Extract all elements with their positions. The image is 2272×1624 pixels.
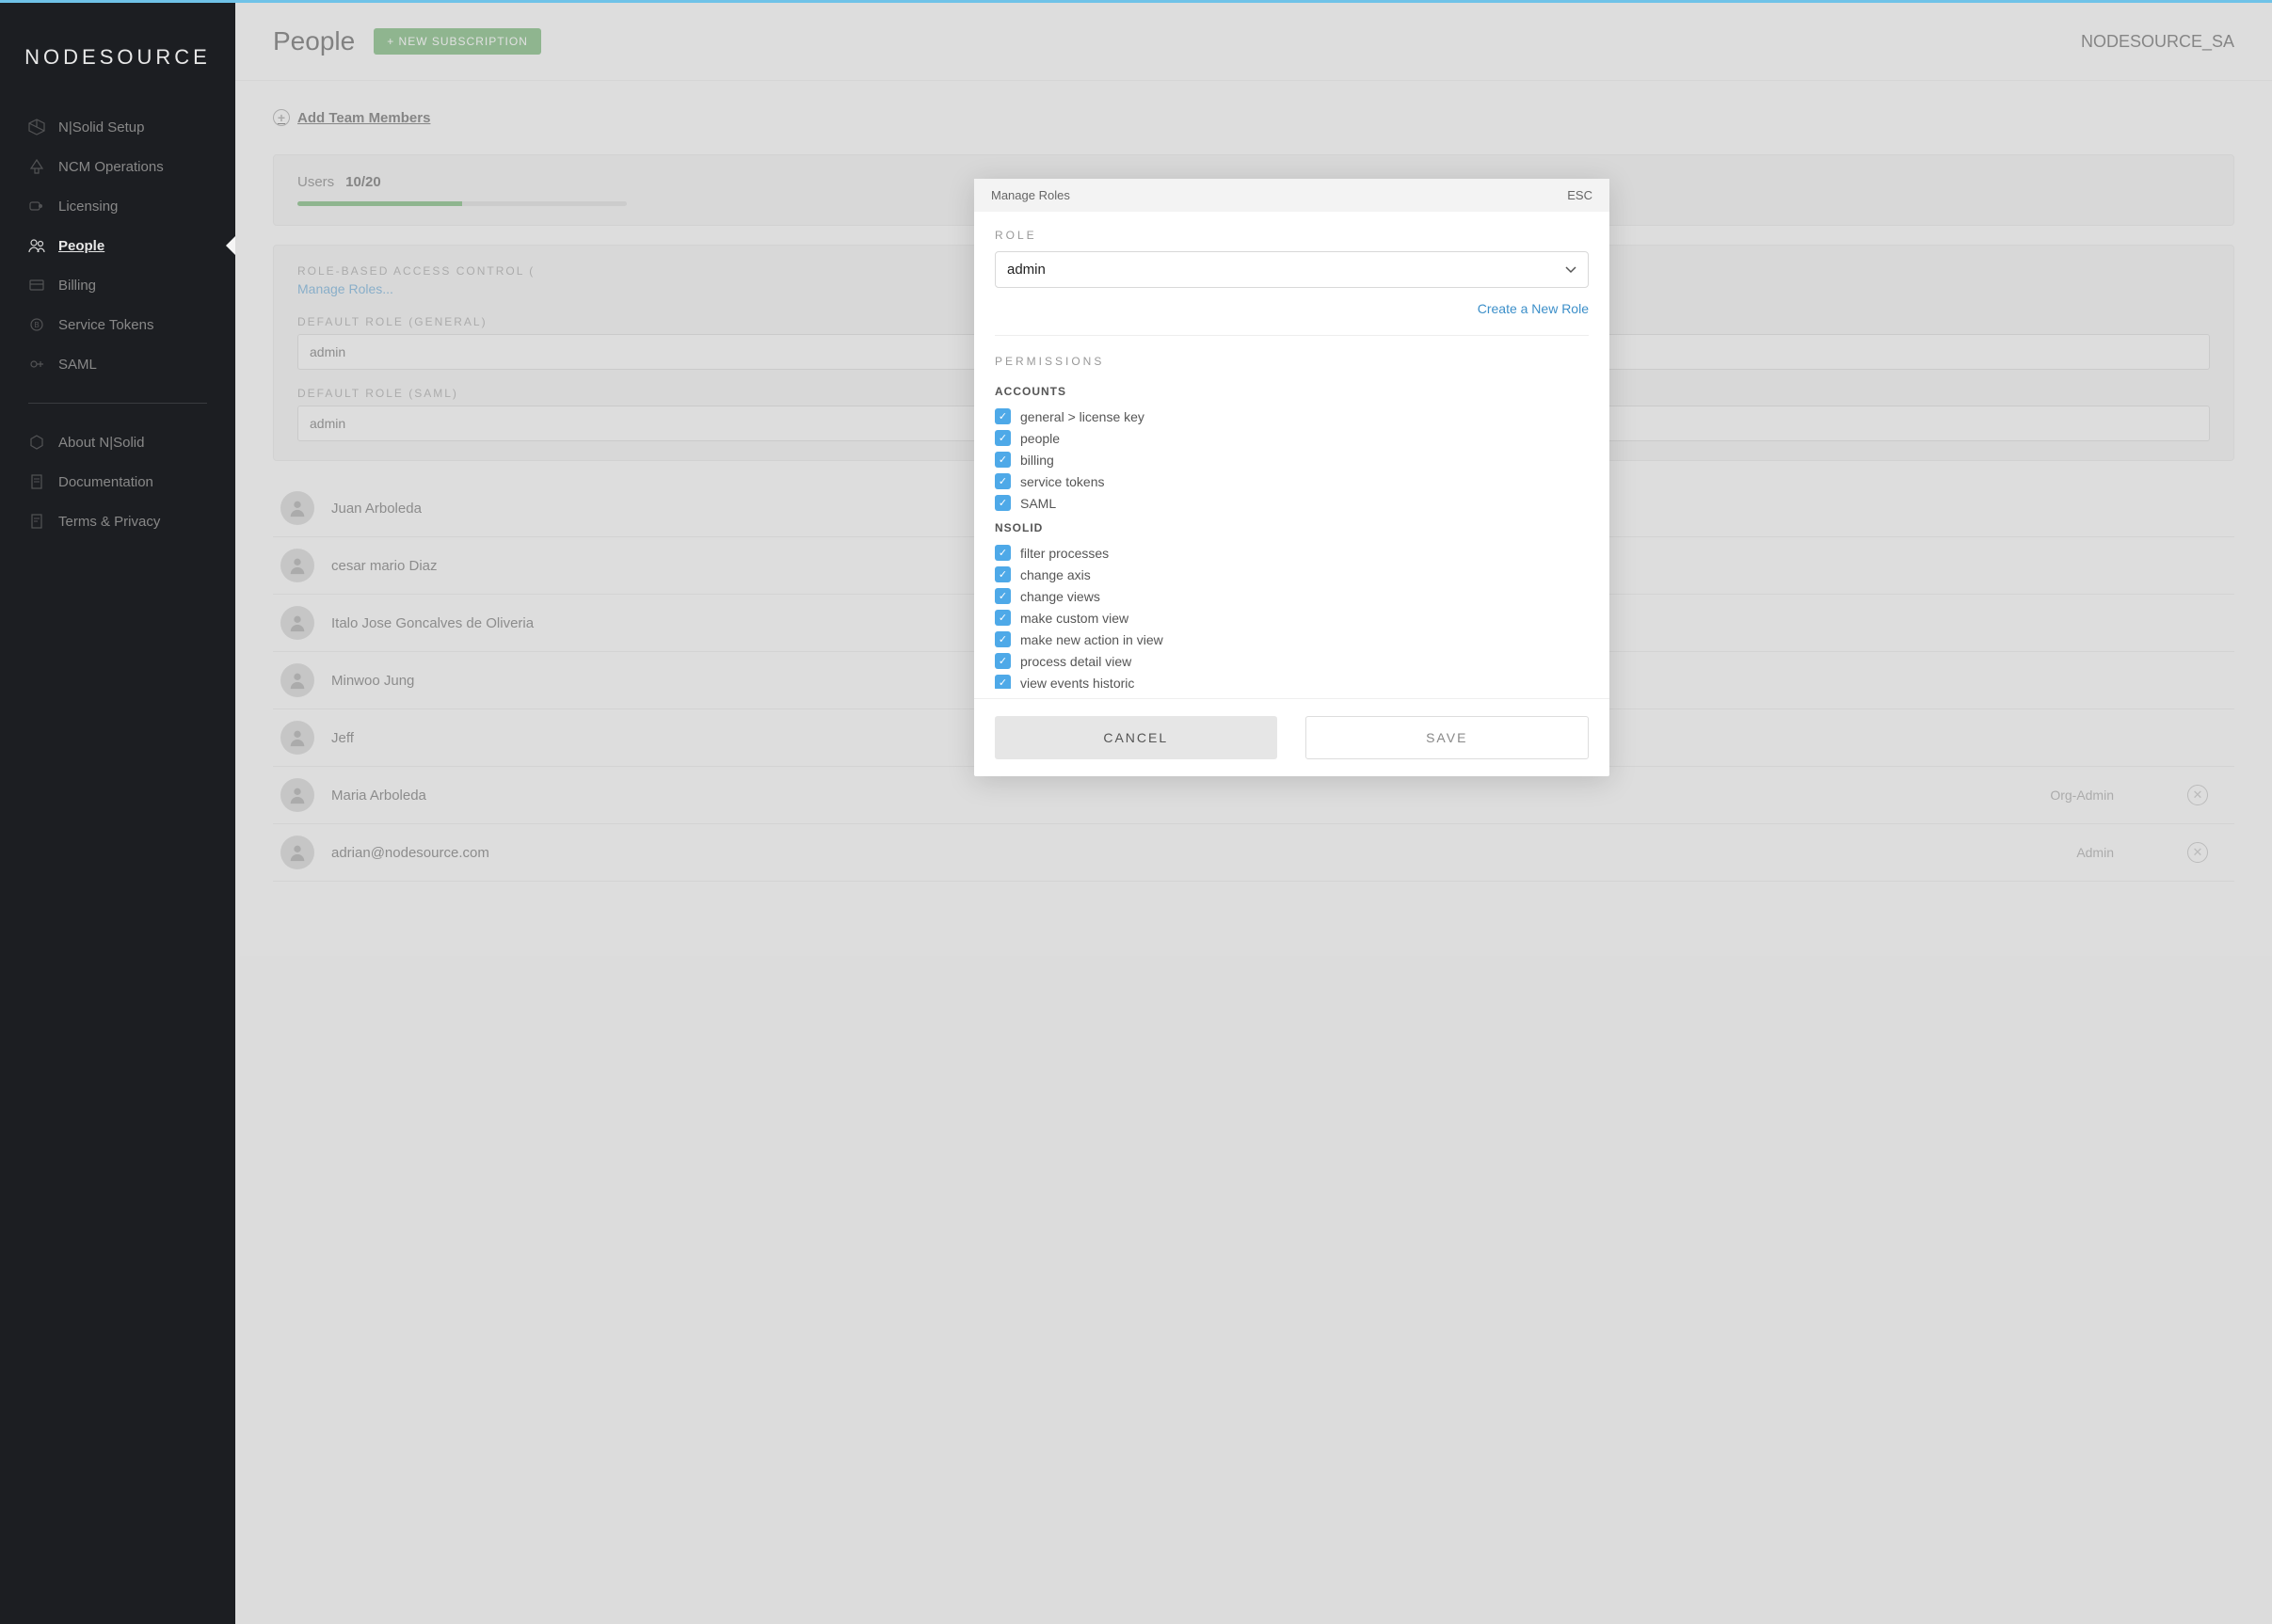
permission-label: view events historic (1020, 676, 1134, 690)
permission-label: make new action in view (1020, 632, 1163, 647)
sidebar-item-terms-privacy[interactable]: Terms & Privacy (19, 502, 216, 541)
nav-label: People (58, 238, 104, 254)
nav-label: Terms & Privacy (58, 514, 160, 530)
sidebar-item-about-n-solid[interactable]: About N|Solid (19, 422, 216, 462)
nav-label: Licensing (58, 199, 118, 215)
permission-label: make custom view (1020, 611, 1128, 626)
permission-checkbox[interactable]: ✓ (995, 408, 1011, 424)
sidebar-item-n-solid-setup[interactable]: N|Solid Setup (19, 107, 216, 147)
cube-icon (28, 119, 45, 135)
permission-item: ✓ people (995, 427, 1579, 449)
permission-group-title: ACCOUNTS (995, 385, 1579, 398)
permission-checkbox[interactable]: ✓ (995, 631, 1011, 647)
permission-checkbox[interactable]: ✓ (995, 473, 1011, 489)
permissions-divider (995, 335, 1589, 336)
role-select[interactable]: admin (995, 251, 1589, 288)
permission-checkbox[interactable]: ✓ (995, 566, 1011, 582)
sidebar-item-billing[interactable]: Billing (19, 265, 216, 305)
permission-checkbox[interactable]: ✓ (995, 675, 1011, 689)
modal-header: Manage Roles ESC (974, 179, 1609, 212)
permission-item: ✓ general > license key (995, 406, 1579, 427)
terms-icon (28, 513, 45, 530)
permission-checkbox[interactable]: ✓ (995, 495, 1011, 511)
nav-secondary: About N|Solid Documentation Terms & Privac… (0, 422, 235, 541)
permission-label: general > license key (1020, 409, 1144, 424)
permission-checkbox[interactable]: ✓ (995, 653, 1011, 669)
permission-label: process detail view (1020, 654, 1131, 669)
permission-item: ✓ make custom view (995, 607, 1579, 629)
permission-checkbox[interactable]: ✓ (995, 430, 1011, 446)
permission-label: service tokens (1020, 474, 1104, 489)
cancel-button[interactable]: CANCEL (995, 716, 1277, 759)
permission-item: ✓ billing (995, 449, 1579, 470)
permission-item: ✓ SAML (995, 492, 1579, 514)
people-icon (28, 237, 45, 254)
sidebar-item-people[interactable]: People (19, 226, 216, 265)
nav-main: N|Solid Setup NCM Operations Licensing Peop… (0, 107, 235, 384)
card-icon (28, 277, 45, 294)
nav-label: Documentation (58, 474, 153, 490)
sidebar-item-documentation[interactable]: Documentation (19, 462, 216, 502)
permission-checkbox[interactable]: ✓ (995, 545, 1011, 561)
sidebar-item-licensing[interactable]: Licensing (19, 186, 216, 226)
permissions-scroll[interactable]: ACCOUNTS ✓ general > license key ✓ people ✓ bi… (995, 377, 1589, 689)
nav-label: SAML (58, 357, 97, 373)
permission-label: filter processes (1020, 546, 1109, 561)
permission-label: billing (1020, 453, 1054, 468)
saml-icon (28, 356, 45, 373)
permission-item: ✓ service tokens (995, 470, 1579, 492)
modal-body: ROLE admin Create a New Role PERMISSIONS… (974, 212, 1609, 698)
permission-checkbox[interactable]: ✓ (995, 452, 1011, 468)
sidebar-item-saml[interactable]: SAML (19, 344, 216, 384)
doc-icon (28, 473, 45, 490)
modal-esc[interactable]: ESC (1567, 188, 1592, 202)
nav-divider (28, 403, 207, 404)
hex-icon (28, 434, 45, 451)
permission-label: change views (1020, 589, 1100, 604)
sidebar-item-ncm-operations[interactable]: NCM Operations (19, 147, 216, 186)
nav-label: Billing (58, 278, 96, 294)
manage-roles-modal: Manage Roles ESC ROLE admin Create a New… (974, 179, 1609, 776)
permission-checkbox[interactable]: ✓ (995, 588, 1011, 604)
permission-checkbox[interactable]: ✓ (995, 610, 1011, 626)
brand-logo: NODESOURCE (0, 31, 235, 107)
permission-label: SAML (1020, 496, 1056, 511)
permission-item: ✓ change axis (995, 564, 1579, 585)
save-button[interactable]: SAVE (1305, 716, 1590, 759)
key-icon (28, 198, 45, 215)
sidebar: NODESOURCE N|Solid Setup NCM Operations Li… (0, 3, 235, 1624)
token-icon: B (28, 316, 45, 333)
svg-text:B: B (34, 321, 39, 329)
permission-label: people (1020, 431, 1060, 446)
permission-group-title: NSOLID (995, 521, 1579, 534)
nav-label: About N|Solid (58, 435, 144, 451)
permission-item: ✓ change views (995, 585, 1579, 607)
permission-item: ✓ process detail view (995, 650, 1579, 672)
permissions-section-label: PERMISSIONS (995, 355, 1589, 368)
create-new-role-link[interactable]: Create a New Role (995, 301, 1589, 316)
nav-label: NCM Operations (58, 159, 164, 175)
nav-label: Service Tokens (58, 317, 153, 333)
permission-label: change axis (1020, 567, 1091, 582)
role-section-label: ROLE (995, 229, 1589, 242)
permission-item: ✓ make new action in view (995, 629, 1579, 650)
modal-title: Manage Roles (991, 188, 1070, 202)
nav-label: N|Solid Setup (58, 119, 144, 135)
main-area: People + NEW SUBSCRIPTION NODESOURCE_SA … (235, 3, 2272, 1624)
permission-item: ✓ view events historic (995, 672, 1579, 689)
permission-item: ✓ filter processes (995, 542, 1579, 564)
modal-footer: CANCEL SAVE (974, 698, 1609, 776)
tree-icon (28, 158, 45, 175)
sidebar-item-service-tokens[interactable]: B Service Tokens (19, 305, 216, 344)
